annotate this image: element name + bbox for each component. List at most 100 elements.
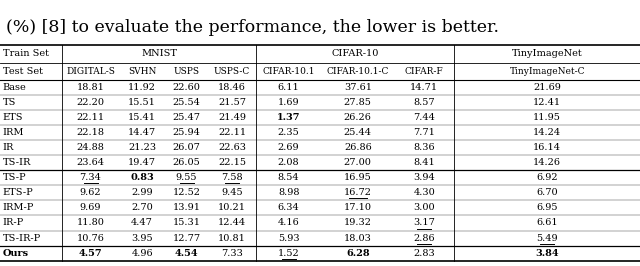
Text: 5.93: 5.93 <box>278 234 300 243</box>
Text: 6.34: 6.34 <box>278 203 300 213</box>
Text: 9.55: 9.55 <box>176 173 197 182</box>
Text: SVHN: SVHN <box>128 67 156 76</box>
Text: 22.20: 22.20 <box>77 98 104 107</box>
Text: 22.18: 22.18 <box>77 128 104 137</box>
Text: 15.41: 15.41 <box>128 113 156 122</box>
Text: 26.26: 26.26 <box>344 113 372 122</box>
Text: 8.57: 8.57 <box>413 98 435 107</box>
Text: 2.35: 2.35 <box>278 128 300 137</box>
Text: 17.10: 17.10 <box>344 203 372 213</box>
Text: 26.07: 26.07 <box>173 143 200 152</box>
Text: 8.41: 8.41 <box>413 158 435 167</box>
Text: CIFAR-10: CIFAR-10 <box>332 49 379 58</box>
Text: 19.47: 19.47 <box>128 158 156 167</box>
Text: 19.32: 19.32 <box>344 218 372 227</box>
Text: 16.95: 16.95 <box>344 173 372 182</box>
Text: 25.47: 25.47 <box>173 113 200 122</box>
Text: 6.95: 6.95 <box>536 203 558 213</box>
Text: TS-P: TS-P <box>3 173 26 182</box>
Text: 18.81: 18.81 <box>77 83 104 92</box>
Text: IR-P: IR-P <box>3 218 24 227</box>
Text: 22.60: 22.60 <box>173 83 200 92</box>
Text: 6.61: 6.61 <box>536 218 558 227</box>
Text: 7.34: 7.34 <box>79 173 102 182</box>
Text: 6.70: 6.70 <box>536 188 558 197</box>
Text: 1.52: 1.52 <box>278 249 300 258</box>
Text: CIFAR-F: CIFAR-F <box>405 67 444 76</box>
Text: 9.62: 9.62 <box>80 188 101 197</box>
Text: (%) [8] to evaluate the performance, the lower is better.: (%) [8] to evaluate the performance, the… <box>6 19 499 36</box>
Text: CIFAR-10.1: CIFAR-10.1 <box>262 67 315 76</box>
Text: 14.47: 14.47 <box>128 128 156 137</box>
Text: 4.30: 4.30 <box>413 188 435 197</box>
Text: 11.80: 11.80 <box>77 218 104 227</box>
Text: ETS-P: ETS-P <box>3 188 33 197</box>
Text: 14.71: 14.71 <box>410 83 438 92</box>
Text: 4.96: 4.96 <box>131 249 153 258</box>
Text: 21.57: 21.57 <box>218 98 246 107</box>
Text: 25.94: 25.94 <box>173 128 200 137</box>
Text: 10.21: 10.21 <box>218 203 246 213</box>
Text: 7.44: 7.44 <box>413 113 435 122</box>
Text: 15.51: 15.51 <box>128 98 156 107</box>
Text: 21.69: 21.69 <box>533 83 561 92</box>
Text: 7.33: 7.33 <box>221 249 243 258</box>
Text: 6.92: 6.92 <box>536 173 558 182</box>
Text: 12.44: 12.44 <box>218 218 246 227</box>
Text: Ours: Ours <box>3 249 29 258</box>
Text: 27.00: 27.00 <box>344 158 372 167</box>
Text: 26.05: 26.05 <box>173 158 200 167</box>
Text: 26.86: 26.86 <box>344 143 372 152</box>
Text: 18.46: 18.46 <box>218 83 246 92</box>
Text: 7.71: 7.71 <box>413 128 435 137</box>
Text: 23.64: 23.64 <box>77 158 104 167</box>
Text: 12.77: 12.77 <box>173 234 200 243</box>
Text: 12.41: 12.41 <box>533 98 561 107</box>
Text: 2.70: 2.70 <box>131 203 153 213</box>
Text: 22.15: 22.15 <box>218 158 246 167</box>
Text: TinyImageNet-C: TinyImageNet-C <box>509 67 585 76</box>
Text: 2.83: 2.83 <box>413 249 435 258</box>
Text: 4.54: 4.54 <box>175 249 198 258</box>
Text: 7.58: 7.58 <box>221 173 243 182</box>
Text: IRM-P: IRM-P <box>3 203 34 213</box>
Text: 22.11: 22.11 <box>218 128 246 137</box>
Text: 21.23: 21.23 <box>128 143 156 152</box>
Text: 16.14: 16.14 <box>533 143 561 152</box>
Text: Base: Base <box>3 83 26 92</box>
Text: 5.49: 5.49 <box>536 234 558 243</box>
Text: 4.47: 4.47 <box>131 218 153 227</box>
Text: 1.37: 1.37 <box>277 113 300 122</box>
Text: 18.03: 18.03 <box>344 234 372 243</box>
Text: 9.45: 9.45 <box>221 188 243 197</box>
Text: USPS: USPS <box>173 67 200 76</box>
Text: DIGITAL-S: DIGITAL-S <box>66 67 115 76</box>
Text: 10.76: 10.76 <box>77 234 104 243</box>
Text: 14.26: 14.26 <box>533 158 561 167</box>
Text: 27.85: 27.85 <box>344 98 372 107</box>
Text: 25.44: 25.44 <box>344 128 372 137</box>
Text: TinyImageNet: TinyImageNet <box>512 49 582 58</box>
Text: 3.17: 3.17 <box>413 218 435 227</box>
Text: 2.08: 2.08 <box>278 158 300 167</box>
Text: MNIST: MNIST <box>141 49 177 58</box>
Text: 3.94: 3.94 <box>413 173 435 182</box>
Text: 2.99: 2.99 <box>131 188 153 197</box>
Text: 10.81: 10.81 <box>218 234 246 243</box>
Text: 8.36: 8.36 <box>413 143 435 152</box>
Text: 8.98: 8.98 <box>278 188 300 197</box>
Text: 1.69: 1.69 <box>278 98 300 107</box>
Text: 11.92: 11.92 <box>128 83 156 92</box>
Text: 21.49: 21.49 <box>218 113 246 122</box>
Text: 3.95: 3.95 <box>131 234 153 243</box>
Text: 37.61: 37.61 <box>344 83 372 92</box>
Text: IRM: IRM <box>3 128 24 137</box>
Text: 12.52: 12.52 <box>173 188 200 197</box>
Text: Train Set: Train Set <box>3 49 49 58</box>
Text: TS-IR: TS-IR <box>3 158 31 167</box>
Text: 2.69: 2.69 <box>278 143 300 152</box>
Text: 2.86: 2.86 <box>413 234 435 243</box>
Text: 14.24: 14.24 <box>533 128 561 137</box>
Text: 6.11: 6.11 <box>278 83 300 92</box>
Text: 6.28: 6.28 <box>346 249 369 258</box>
